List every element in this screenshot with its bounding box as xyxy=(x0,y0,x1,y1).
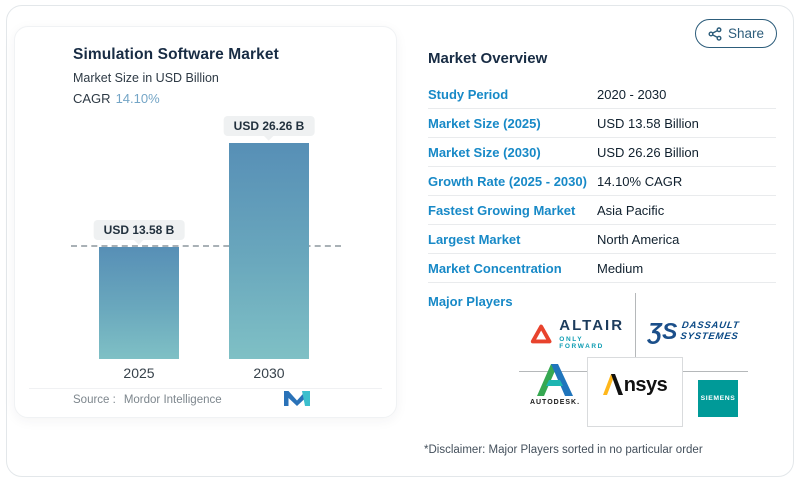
table-row: Growth Rate (2025 - 2030) 14.10% CAGR xyxy=(428,167,776,196)
row-value: 14.10% CAGR xyxy=(597,173,683,189)
category-label-2025: 2025 xyxy=(123,365,155,381)
table-row: Largest Market North America xyxy=(428,225,776,254)
overview-table: Study Period 2020 - 2030 Market Size (20… xyxy=(428,80,776,283)
table-row: Market Size (2030) USD 26.26 Billion xyxy=(428,138,776,167)
cagr-line: CAGR 14.10% xyxy=(73,91,160,106)
ansys-card: nsys xyxy=(587,357,683,427)
source-row: Source : Mordor Intelligence xyxy=(73,394,222,406)
share-label: Share xyxy=(727,26,765,41)
cagr-label: CAGR xyxy=(73,91,111,106)
siemens-logo: SIEMENS xyxy=(698,380,738,417)
source-label: Source : xyxy=(73,394,116,406)
share-icon xyxy=(708,26,722,41)
share-button[interactable]: Share xyxy=(695,19,777,48)
table-row: Fastest Growing Market Asia Pacific xyxy=(428,196,776,225)
row-value: North America xyxy=(597,231,680,247)
row-value: Medium xyxy=(597,260,644,276)
altair-triangle-icon xyxy=(530,324,552,343)
table-row: Study Period 2020 - 2030 xyxy=(428,80,776,109)
row-label: Largest Market xyxy=(428,231,521,247)
dassault-3ds-icon: ƷS xyxy=(648,318,678,344)
ansys-a-icon xyxy=(602,374,623,395)
cagr-value: 14.10% xyxy=(115,91,160,106)
row-value: Asia Pacific xyxy=(597,202,665,218)
row-label: Fastest Growing Market xyxy=(428,202,576,218)
bar-chart-plot: USD 13.58 B USD 26.26 B xyxy=(15,27,396,359)
row-label: Market Size (2025) xyxy=(428,115,541,131)
autodesk-a-icon xyxy=(537,364,573,396)
row-label: Market Concentration xyxy=(428,260,562,276)
players-divider-vertical xyxy=(635,293,636,357)
dassault-logo: ƷS DASSAULT SYSTEMES xyxy=(648,320,740,343)
dassault-wordmark-line2: SYSTEMES xyxy=(679,330,740,342)
siemens-wordmark: SIEMENS xyxy=(700,395,736,402)
row-value: USD 13.58 Billion xyxy=(597,115,699,131)
ansys-logo: nsys xyxy=(602,374,668,396)
bar-2030 xyxy=(229,143,309,359)
row-label: Growth Rate (2025 - 2030) xyxy=(428,173,587,189)
baseline-dashed-line xyxy=(71,245,341,248)
table-row: Market Size (2025) USD 13.58 Billion xyxy=(428,109,776,138)
row-label: Market Size (2030) xyxy=(428,144,541,160)
ansys-wordmark: nsys xyxy=(623,374,668,396)
value-badge-2030: USD 26.26 B xyxy=(223,116,315,136)
table-row: Market Concentration Medium xyxy=(428,254,776,283)
altair-tagline: ONLY FORWARD xyxy=(559,336,604,350)
disclaimer-text: *Disclaimer: Major Players sorted in no … xyxy=(424,444,703,456)
chart-footer-divider xyxy=(29,388,382,389)
altair-logo: ALTAIR ONLY FORWARD xyxy=(530,317,626,350)
source-value: Mordor Intelligence xyxy=(123,394,222,406)
row-label: Study Period xyxy=(428,86,509,102)
row-value: USD 26.26 Billion xyxy=(597,144,699,160)
row-value: 2020 - 2030 xyxy=(597,86,667,102)
chart-title: Simulation Software Market xyxy=(73,46,279,63)
altair-wordmark: ALTAIR xyxy=(559,317,625,334)
category-label-2030: 2030 xyxy=(253,365,285,381)
overview-title: Market Overview xyxy=(428,50,548,67)
chart-subtitle: Market Size in USD Billion xyxy=(73,71,219,85)
autodesk-wordmark: AUTODESK. xyxy=(529,399,581,406)
mordor-intelligence-logo-icon xyxy=(284,391,310,411)
major-players-label: Major Players xyxy=(428,294,513,309)
autodesk-logo: AUTODESK. xyxy=(528,364,582,406)
bar-2025 xyxy=(99,247,179,359)
dassault-wordmark-line1: DASSAULT xyxy=(681,319,741,331)
value-badge-2025: USD 13.58 B xyxy=(93,220,185,241)
chart-card: Simulation Software Market Market Size i… xyxy=(14,26,397,418)
